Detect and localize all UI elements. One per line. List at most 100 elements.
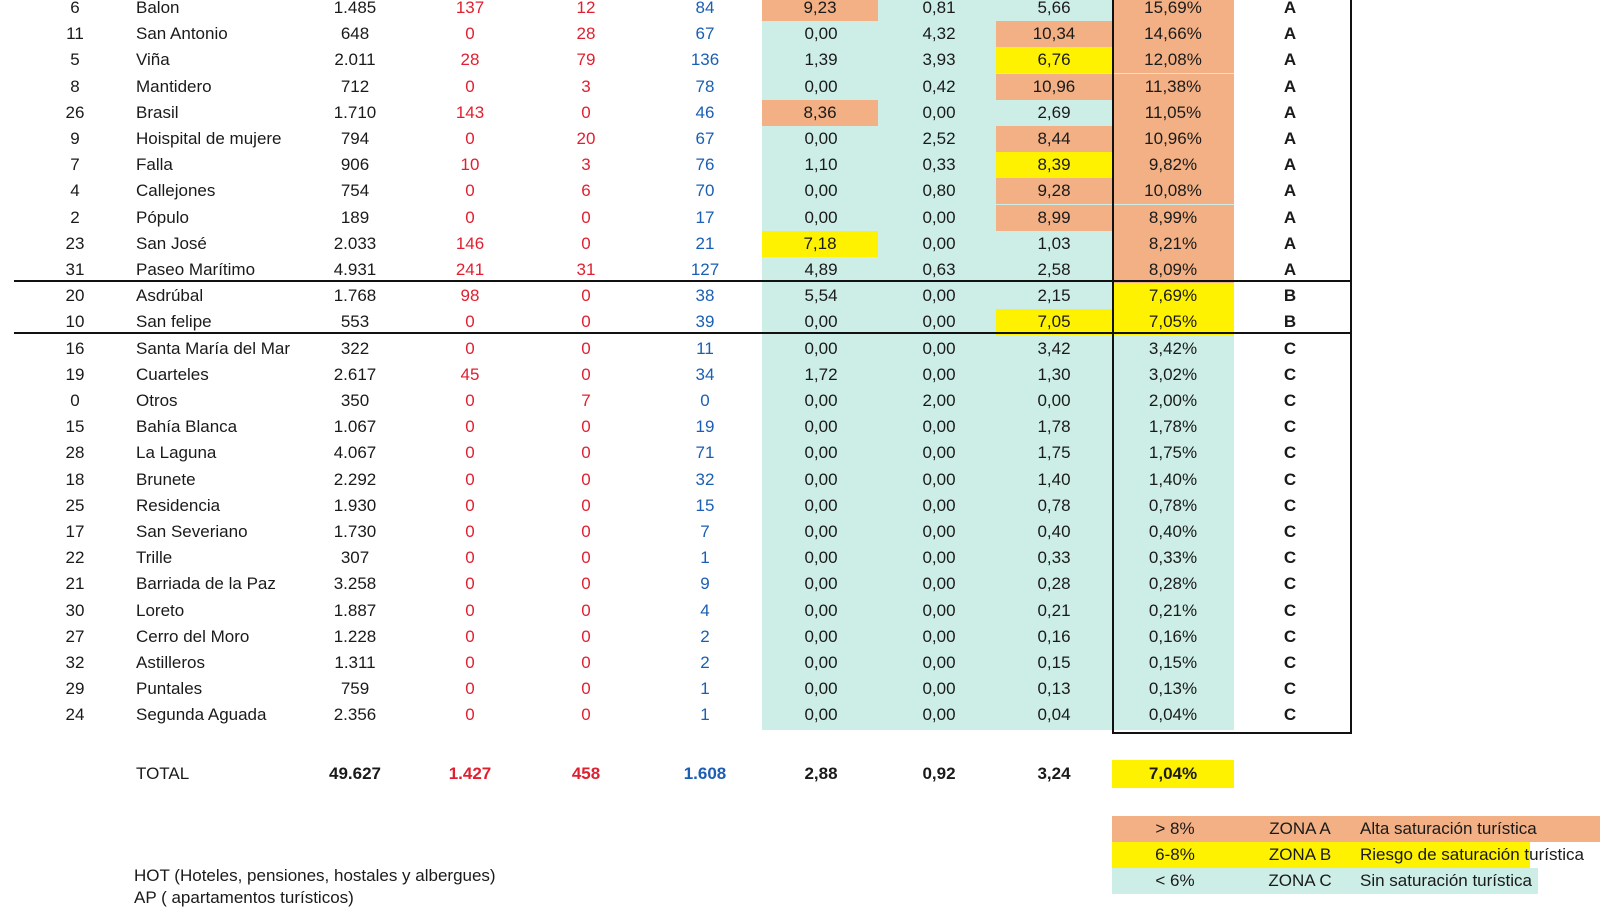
at-count: 0 <box>581 653 591 672</box>
zone-letter: C <box>1283 574 1297 594</box>
district-id: 0 <box>70 391 80 410</box>
percentage: 9,82% <box>1112 152 1234 179</box>
legend-range-b: 6-8% <box>1155 845 1195 864</box>
at-count: 0 <box>581 207 591 227</box>
value-1: 5,54 <box>804 286 838 306</box>
value-2: 2,52 <box>922 129 956 148</box>
zone-letter: C <box>1283 548 1297 568</box>
population: 2.617 <box>333 364 377 384</box>
district-name: Asdrúbal <box>136 286 204 306</box>
total-value-1: 2,88 <box>804 764 838 783</box>
legend-swatch-b <box>1112 842 1530 868</box>
table-row: 27 Cerro del Moro 1.228 0 0 2 0,00 0,00 0,16 0,16… <box>0 624 1600 650</box>
zone-letter: B <box>1283 286 1297 306</box>
district-name: Astilleros <box>136 653 205 672</box>
value-3: 3,42 <box>1037 338 1071 358</box>
hot-count: 0 <box>465 548 475 568</box>
population: 350 <box>340 391 370 410</box>
percentage: 0,40% <box>1148 522 1198 541</box>
at-count: 0 <box>581 417 591 437</box>
at-count: 0 <box>581 548 591 568</box>
value-2: 0,00 <box>922 679 956 699</box>
zone-letter: C <box>1283 653 1297 672</box>
zone-letter: A <box>1283 260 1297 279</box>
population: 189 <box>340 207 370 227</box>
value-1: 0,00 <box>804 679 838 699</box>
district-id: 7 <box>70 155 80 175</box>
value-2: 0,00 <box>922 548 956 568</box>
at-count: 0 <box>581 495 591 515</box>
zone-box-bottom-border <box>1112 732 1352 734</box>
table-row: 9 Hoispital de mujere 794 0 20 67 0,00 2,52 8,44… <box>0 126 1600 152</box>
district-name: Hoispital de mujere <box>136 129 282 148</box>
percentage: 0,21% <box>1148 600 1198 620</box>
value-1: 0,00 <box>804 443 838 463</box>
ap-count: 4 <box>700 600 710 620</box>
value-3: 0,16 <box>1037 626 1071 646</box>
population: 2.011 <box>334 50 376 70</box>
district-name: Barriada de la Paz <box>136 574 276 594</box>
at-count: 7 <box>581 391 591 410</box>
ap-count: 32 <box>695 469 715 489</box>
table-row: 20 Asdrúbal 1.768 98 0 38 5,54 0,00 2,15 7,69% B <box>0 283 1600 310</box>
district-name: Cerro del Moro <box>136 626 250 646</box>
district-name: San José <box>136 233 207 253</box>
value-1: 4,89 <box>804 260 838 279</box>
zone-letter: A <box>1283 102 1297 122</box>
at-count: 6 <box>581 181 591 201</box>
ap-count: 38 <box>695 286 715 306</box>
zone-letter: A <box>1283 0 1297 17</box>
table-row: 7 Falla 906 10 3 76 1,10 0,33 8,39 9,82% A <box>0 152 1600 179</box>
population: 2.292 <box>333 469 377 489</box>
value-1: 0,00 <box>804 207 838 227</box>
zone-letter: A <box>1283 181 1297 201</box>
table-row: 19 Cuarteles 2.617 45 0 34 1,72 0,00 1,30 3,02% C <box>0 362 1600 388</box>
value-3: 1,78 <box>1037 417 1071 437</box>
zone-letter: C <box>1283 679 1297 699</box>
hot-count: 0 <box>465 495 475 515</box>
hot-count: 10 <box>460 155 480 175</box>
at-count: 3 <box>581 155 591 175</box>
hot-count: 146 <box>455 233 485 253</box>
ap-count: 71 <box>695 443 715 463</box>
zone-letter: A <box>1283 129 1297 148</box>
value-2: 3,93 <box>922 50 956 70</box>
ap-count: 9 <box>700 574 710 594</box>
district-name: San Antonio <box>136 24 228 44</box>
hot-count: 0 <box>465 391 475 410</box>
district-id: 21 <box>65 574 85 594</box>
value-3: 0,00 <box>1037 391 1071 410</box>
value-1: 0,00 <box>804 417 838 437</box>
ap-count: 11 <box>696 338 714 358</box>
table-row: 4 Callejones 754 0 6 70 0,00 0,80 9,28 10,08% A <box>0 178 1600 205</box>
hot-count: 0 <box>465 626 475 646</box>
value-1: 0,00 <box>804 24 838 44</box>
value-3: 10,34 <box>996 21 1112 48</box>
table-row: 21 Barriada de la Paz 3.258 0 0 9 0,00 0,00 0,28… <box>0 571 1600 597</box>
value-1: 1,10 <box>804 155 838 175</box>
value-2: 0,00 <box>922 522 956 541</box>
district-name: Falla <box>136 155 173 175</box>
district-id: 28 <box>65 443 85 463</box>
at-count: 0 <box>581 600 591 620</box>
value-3: 1,40 <box>1037 469 1071 489</box>
total-label: TOTAL <box>136 764 190 783</box>
legend-range-a: > 8% <box>1155 819 1195 838</box>
at-count: 31 <box>576 260 596 279</box>
zone-letter: A <box>1283 155 1297 175</box>
value-1: 0,00 <box>804 495 838 515</box>
value-3: 0,15 <box>1037 653 1071 672</box>
hot-count: 0 <box>465 24 475 44</box>
district-id: 2 <box>70 207 80 227</box>
percentage: 0,04% <box>1148 705 1198 725</box>
hot-count: 28 <box>460 50 480 70</box>
ap-count: 67 <box>695 24 715 44</box>
table-row: 22 Trille 307 0 0 1 0,00 0,00 0,33 0,33% C <box>0 545 1600 571</box>
hot-count: 0 <box>465 181 475 201</box>
zone-letter: C <box>1283 600 1297 620</box>
percentage: 12,08% <box>1112 47 1234 74</box>
ap-count: 7 <box>700 522 710 541</box>
district-id: 26 <box>65 102 85 122</box>
ap-count: 70 <box>695 181 715 201</box>
percentage: 0,28% <box>1148 574 1198 594</box>
